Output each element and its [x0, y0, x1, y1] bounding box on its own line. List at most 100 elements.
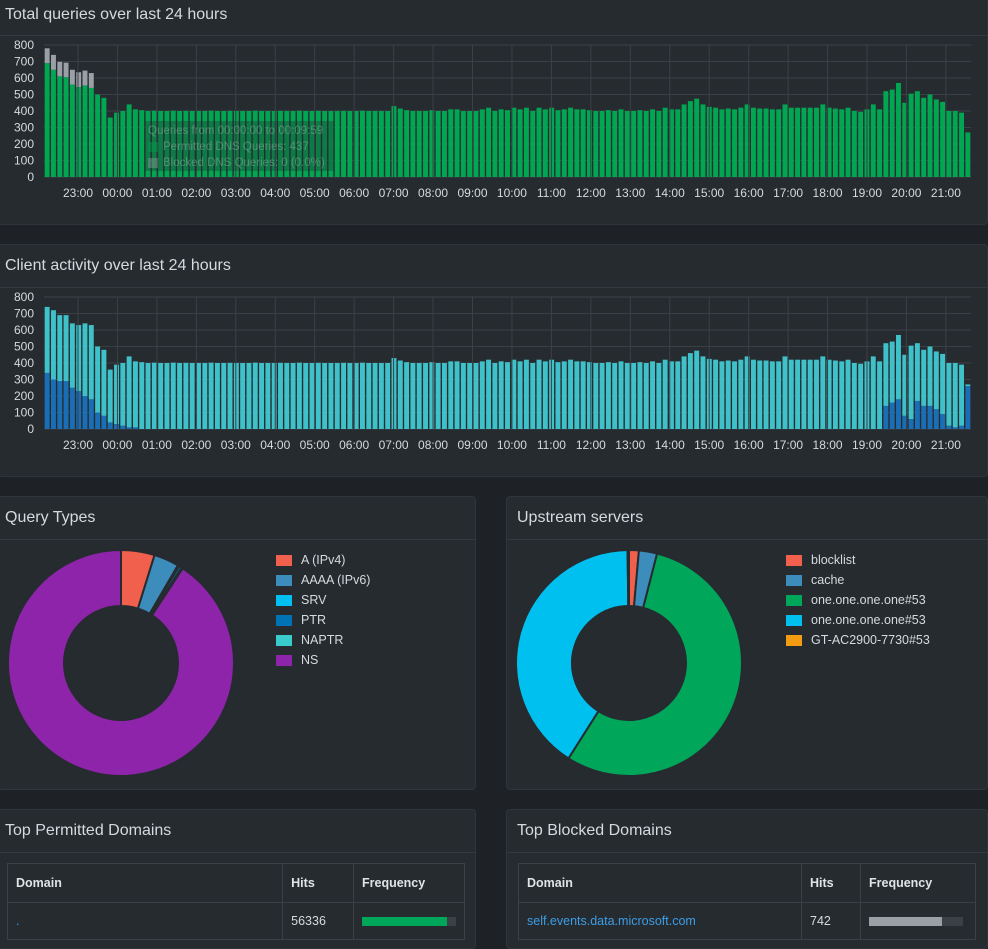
chart-bar[interactable] [397, 108, 403, 177]
chart-bar[interactable] [946, 111, 952, 177]
chart-bar[interactable] [120, 111, 126, 177]
chart-bar[interactable] [76, 391, 82, 429]
chart-bar[interactable] [322, 111, 328, 177]
chart-bar[interactable] [511, 107, 517, 177]
chart-bar[interactable] [927, 346, 933, 406]
chart-bar[interactable] [914, 343, 920, 401]
chart-bar[interactable] [82, 323, 88, 396]
chart-bar[interactable] [284, 111, 290, 177]
chart-bar[interactable] [965, 132, 971, 177]
chart-bar[interactable] [252, 110, 258, 177]
chart-bar[interactable] [366, 111, 372, 177]
chart-bar[interactable] [574, 109, 580, 177]
chart-bar[interactable] [227, 362, 233, 429]
chart-bar[interactable] [44, 306, 50, 373]
chart-bar[interactable] [675, 361, 681, 429]
chart-bar[interactable] [826, 359, 832, 429]
chart-bar[interactable] [542, 109, 548, 177]
chart-bar[interactable] [940, 101, 946, 177]
chart-bar[interactable] [631, 363, 637, 429]
chart-bar[interactable] [246, 363, 252, 429]
chart-bar[interactable] [177, 111, 183, 177]
chart-bar[interactable] [763, 360, 769, 429]
chart-bar[interactable] [202, 111, 208, 177]
chart-bar[interactable] [460, 363, 466, 429]
chart-bar[interactable] [101, 415, 107, 429]
chart-bar[interactable] [303, 111, 309, 177]
chart-bar[interactable] [378, 111, 384, 177]
chart-bar[interactable] [347, 363, 353, 429]
domain-column-header[interactable]: Domain [6, 863, 284, 903]
chart-bar[interactable] [832, 108, 838, 177]
chart-bar[interactable] [902, 354, 908, 416]
chart-bar[interactable] [505, 362, 510, 429]
chart-bar[interactable] [284, 363, 290, 429]
chart-bar[interactable] [88, 399, 94, 429]
chart-bar[interactable] [120, 363, 126, 426]
chart-bar[interactable] [587, 362, 592, 429]
chart-bar[interactable] [687, 101, 693, 177]
chart-bar[interactable] [959, 364, 964, 426]
chart-bar[interactable] [82, 85, 88, 177]
chart-bar[interactable] [88, 325, 94, 400]
chart-bar[interactable] [51, 54, 56, 70]
chart-bar[interactable] [202, 363, 208, 429]
chart-bar[interactable] [347, 111, 353, 177]
chart-bar[interactable] [63, 77, 69, 177]
chart-bar[interactable] [940, 353, 946, 415]
chart-bar[interactable] [233, 363, 239, 429]
frequency-column-header[interactable]: Frequency [860, 863, 976, 903]
chart-bar[interactable] [334, 111, 340, 177]
chart-bar[interactable] [952, 363, 958, 428]
chart-bar[interactable] [669, 109, 674, 177]
chart-bar[interactable] [858, 363, 864, 429]
chart-bar[interactable] [467, 111, 473, 177]
chart-bar[interactable] [290, 363, 296, 429]
chart-bar[interactable] [404, 362, 410, 429]
chart-bar[interactable] [429, 110, 435, 177]
chart-bar[interactable] [637, 110, 643, 177]
chart-bar[interactable] [416, 111, 422, 177]
chart-bar[interactable] [952, 427, 958, 429]
legend-item[interactable]: NS [276, 650, 370, 670]
chart-bar[interactable] [82, 70, 88, 86]
chart-bar[interactable] [63, 62, 69, 78]
chart-bar[interactable] [965, 384, 971, 387]
chart-bar[interactable] [151, 110, 157, 177]
chart-bar[interactable] [63, 315, 69, 382]
chart-bar[interactable] [88, 87, 94, 177]
legend-item[interactable]: blocklist [786, 550, 930, 570]
chart-bar[interactable] [44, 372, 50, 429]
chart-bar[interactable] [605, 362, 611, 429]
chart-bar[interactable] [170, 362, 176, 429]
chart-bar[interactable] [650, 109, 655, 177]
chart-bar[interactable] [95, 346, 101, 413]
chart-bar[interactable] [820, 104, 826, 177]
chart-bar[interactable] [959, 425, 964, 429]
legend-item[interactable]: AAAA (IPv6) [276, 570, 370, 590]
chart-bar[interactable] [732, 361, 737, 429]
legend-item[interactable]: PTR [276, 610, 370, 630]
chart-bar[interactable] [360, 110, 365, 177]
chart-bar[interactable] [788, 359, 794, 429]
chart-bar[interactable] [908, 93, 914, 177]
chart-bar[interactable] [448, 109, 454, 177]
chart-bar[interactable] [233, 111, 239, 177]
chart-bar[interactable] [757, 108, 763, 177]
chart-bar[interactable] [177, 363, 183, 429]
chart-bar[interactable] [454, 109, 460, 177]
chart-bar[interactable] [889, 402, 895, 429]
chart-bar[interactable] [845, 107, 851, 177]
chart-bar[interactable] [76, 87, 82, 177]
chart-bar[interactable] [214, 111, 220, 177]
chart-bar[interactable] [441, 363, 447, 429]
chart-bar[interactable] [88, 73, 94, 88]
hits-column-header[interactable]: Hits [282, 863, 354, 903]
chart-bar[interactable] [208, 110, 214, 177]
chart-bar[interactable] [271, 363, 277, 429]
query-types-donut[interactable] [3, 545, 243, 785]
chart-bar[interactable] [164, 363, 170, 429]
chart-bar[interactable] [750, 107, 756, 177]
chart-bar[interactable] [51, 69, 56, 177]
chart-bar[interactable] [271, 111, 277, 177]
